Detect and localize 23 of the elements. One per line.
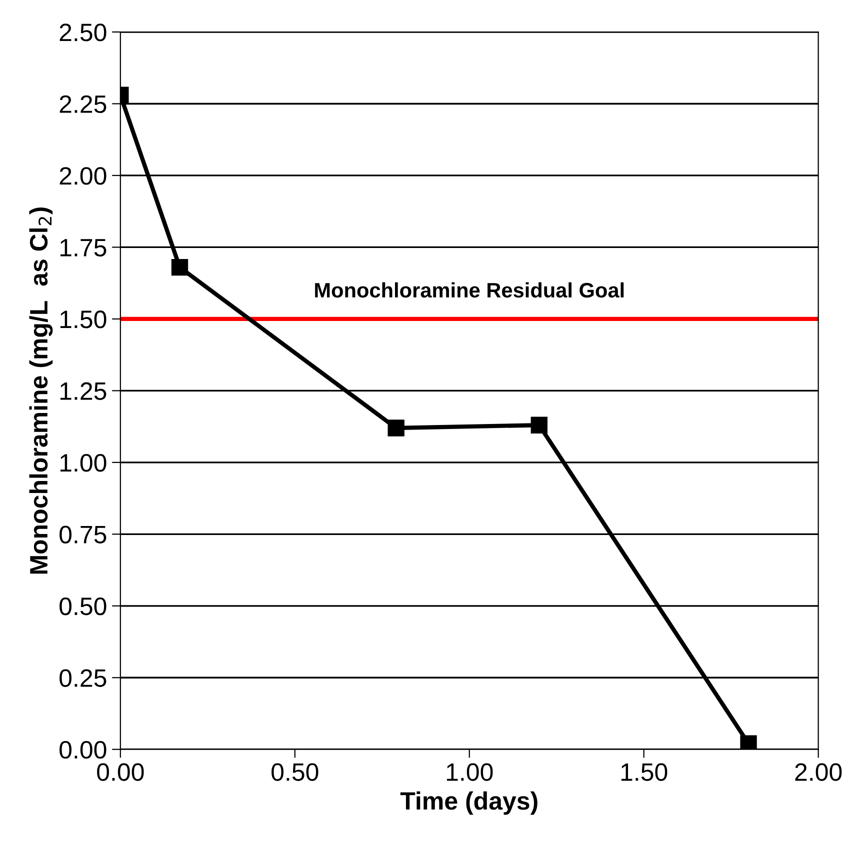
y-tick-label: 2.50 [60,24,106,42]
x-tick-label: 1.00 [446,763,493,781]
y-tick-label: 1.00 [60,454,106,472]
y-tick-label: 0.50 [60,598,106,616]
y-tick-label: 1.75 [60,239,106,257]
x-tick-label: 0.00 [97,763,144,781]
y-tick-label: 0.25 [60,669,106,687]
x-axis-title: Time (days) [400,791,538,815]
point [740,735,757,750]
point [530,416,548,434]
y-tick-label: 0.75 [60,526,106,544]
y-tick-label: 2.00 [60,167,106,185]
ref-line-label: Monochloramine Residual Goal [315,282,624,298]
x-tick-label: 2.00 [795,763,842,781]
point [171,258,188,276]
y-tick-label: 1.50 [60,310,106,328]
y-tick-label: 0.00 [60,740,106,759]
x-tick-label: 0.50 [272,763,318,781]
y-axis-title: Monochloramine (mg/L as Cl$_{2}$) [29,208,53,574]
y-tick-label: 2.25 [60,95,106,114]
point [388,420,404,436]
y-tick-label: 1.25 [60,382,106,400]
x-tick-label: 1.50 [621,763,668,781]
